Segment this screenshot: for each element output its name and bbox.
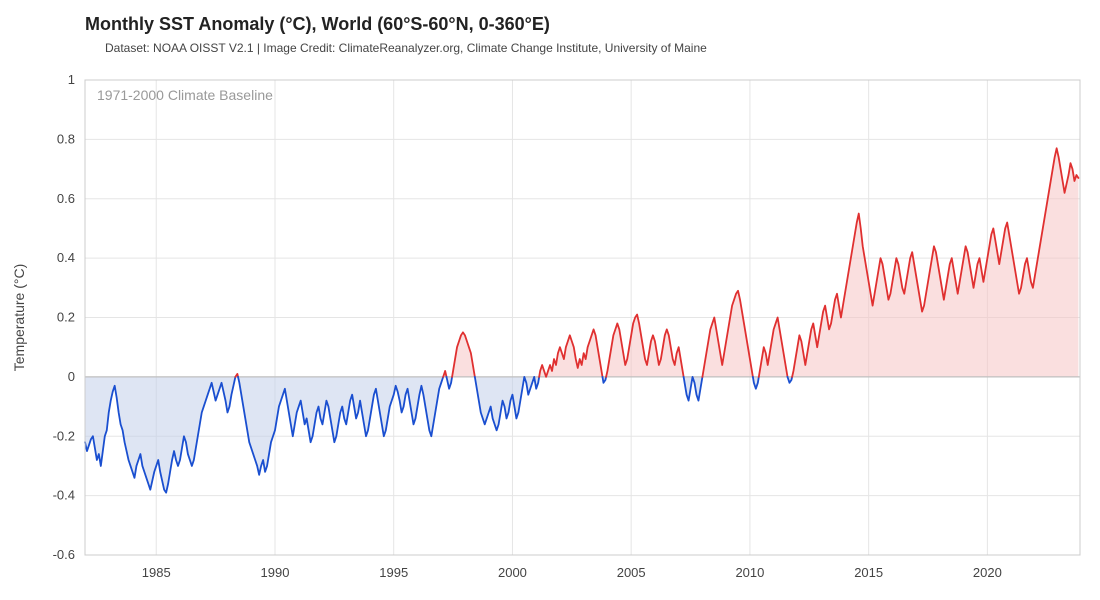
x-tick-label: 2015 (854, 565, 883, 580)
y-tick-label: 0.8 (57, 131, 75, 146)
chart-title: Monthly SST Anomaly (°C), World (60°S-60… (85, 14, 550, 34)
y-tick-label: 0.2 (57, 310, 75, 325)
chart-container: Monthly SST Anomaly (°C), World (60°S-60… (0, 0, 1100, 600)
sst-anomaly-chart: Monthly SST Anomaly (°C), World (60°S-60… (0, 0, 1100, 600)
x-tick-label: 1985 (142, 565, 171, 580)
x-tick-label: 2010 (735, 565, 764, 580)
y-tick-label: -0.2 (53, 428, 75, 443)
y-tick-label: 0.6 (57, 191, 75, 206)
plot-area: 1971-2000 Climate Baseline -0.6 -0.4 -0.2 0 0… (53, 72, 1080, 580)
x-tick-label: 2020 (973, 565, 1002, 580)
chart-subtitle: Dataset: NOAA OISST V2.1 | Image Credit:… (105, 41, 707, 55)
x-tick-label: 2005 (617, 565, 646, 580)
y-tick-label: 0 (68, 369, 75, 384)
y-tick-label: 0.4 (57, 250, 75, 265)
x-tick-label: 2000 (498, 565, 527, 580)
y-tick-label: 1 (68, 72, 75, 87)
baseline-note: 1971-2000 Climate Baseline (97, 87, 273, 103)
y-tick-label: -0.4 (53, 488, 75, 503)
x-tick-label: 1990 (261, 565, 290, 580)
y-axis-label: Temperature (°C) (11, 264, 27, 372)
x-tick-label: 1995 (379, 565, 408, 580)
y-tick-label: -0.6 (53, 547, 75, 562)
